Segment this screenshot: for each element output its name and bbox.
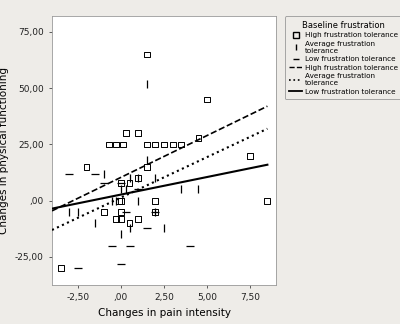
Point bbox=[109, 243, 116, 248]
Point bbox=[118, 209, 124, 214]
Point bbox=[126, 225, 133, 230]
Point bbox=[116, 198, 122, 203]
Point bbox=[106, 142, 112, 147]
Point bbox=[144, 158, 150, 163]
Point bbox=[195, 187, 202, 192]
Y-axis label: Changes in physical functioning: Changes in physical functioning bbox=[0, 67, 9, 234]
Point bbox=[118, 198, 124, 203]
Point bbox=[100, 180, 107, 185]
Point bbox=[135, 198, 141, 203]
Point bbox=[126, 243, 133, 248]
Point bbox=[144, 52, 150, 57]
Point bbox=[152, 209, 158, 214]
Point bbox=[247, 153, 253, 158]
Legend: High frustration tolerance, Average frustration
tolerance, Low frustration toler: High frustration tolerance, Average frus… bbox=[285, 16, 400, 99]
Point bbox=[152, 209, 158, 214]
Point bbox=[118, 216, 124, 221]
Point bbox=[58, 266, 64, 271]
Point bbox=[144, 142, 150, 147]
Point bbox=[83, 164, 90, 169]
Point bbox=[135, 216, 141, 221]
Point bbox=[126, 180, 133, 185]
Point bbox=[126, 221, 133, 226]
Point bbox=[161, 225, 167, 230]
Point bbox=[112, 198, 119, 203]
Point bbox=[66, 209, 72, 214]
Point bbox=[187, 243, 193, 248]
Point bbox=[264, 198, 270, 203]
X-axis label: Changes in pain intensity: Changes in pain intensity bbox=[98, 308, 230, 318]
Point bbox=[75, 266, 81, 271]
Point bbox=[123, 131, 129, 136]
Point bbox=[92, 171, 98, 176]
Point bbox=[152, 142, 158, 147]
Point bbox=[195, 135, 202, 140]
Point bbox=[144, 164, 150, 169]
Point bbox=[135, 187, 141, 192]
Point bbox=[204, 97, 210, 102]
Point bbox=[123, 187, 129, 192]
Point bbox=[118, 261, 124, 266]
Point bbox=[112, 142, 119, 147]
Point bbox=[135, 176, 141, 181]
Point bbox=[152, 176, 158, 181]
Point bbox=[152, 209, 158, 214]
Point bbox=[161, 142, 167, 147]
Point bbox=[135, 176, 141, 181]
Point bbox=[109, 198, 116, 203]
Point bbox=[118, 232, 124, 237]
Point bbox=[100, 209, 107, 214]
Point bbox=[92, 221, 98, 226]
Point bbox=[66, 171, 72, 176]
Point bbox=[118, 180, 124, 185]
Point bbox=[178, 142, 184, 147]
Point bbox=[126, 176, 133, 181]
Point bbox=[112, 216, 119, 221]
Point bbox=[100, 171, 107, 176]
Point bbox=[152, 198, 158, 203]
Point bbox=[170, 142, 176, 147]
Point bbox=[178, 187, 184, 192]
Point bbox=[75, 209, 81, 214]
Point bbox=[144, 81, 150, 86]
Point bbox=[135, 131, 141, 136]
Point bbox=[118, 187, 124, 192]
Point bbox=[123, 209, 129, 214]
Point bbox=[144, 225, 150, 230]
Point bbox=[120, 142, 126, 147]
Point bbox=[118, 180, 124, 185]
